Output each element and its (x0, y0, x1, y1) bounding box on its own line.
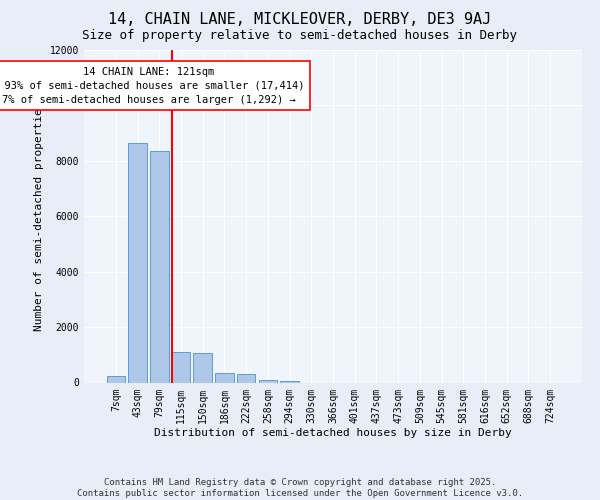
Text: Size of property relative to semi-detached houses in Derby: Size of property relative to semi-detach… (83, 29, 517, 42)
Bar (237, 374, 256, 382)
Y-axis label: Number of semi-detached properties: Number of semi-detached properties (34, 102, 44, 331)
Text: 14, CHAIN LANE, MICKLEOVER, DERBY, DE3 9AJ: 14, CHAIN LANE, MICKLEOVER, DERBY, DE3 9… (109, 12, 491, 28)
Bar (280, 381, 299, 382)
Bar (172, 352, 190, 382)
Bar (107, 376, 125, 382)
Bar (193, 354, 212, 382)
Bar (215, 373, 233, 382)
X-axis label: Distribution of semi-detached houses by size in Derby: Distribution of semi-detached houses by … (154, 428, 512, 438)
Bar (128, 143, 147, 382)
Bar (150, 151, 169, 382)
Text: Contains HM Land Registry data © Crown copyright and database right 2025.
Contai: Contains HM Land Registry data © Crown c… (77, 478, 523, 498)
Bar (259, 380, 277, 382)
Text: 14 CHAIN LANE: 121sqm
← 93% of semi-detached houses are smaller (17,414)
7% of s: 14 CHAIN LANE: 121sqm ← 93% of semi-deta… (0, 66, 305, 104)
